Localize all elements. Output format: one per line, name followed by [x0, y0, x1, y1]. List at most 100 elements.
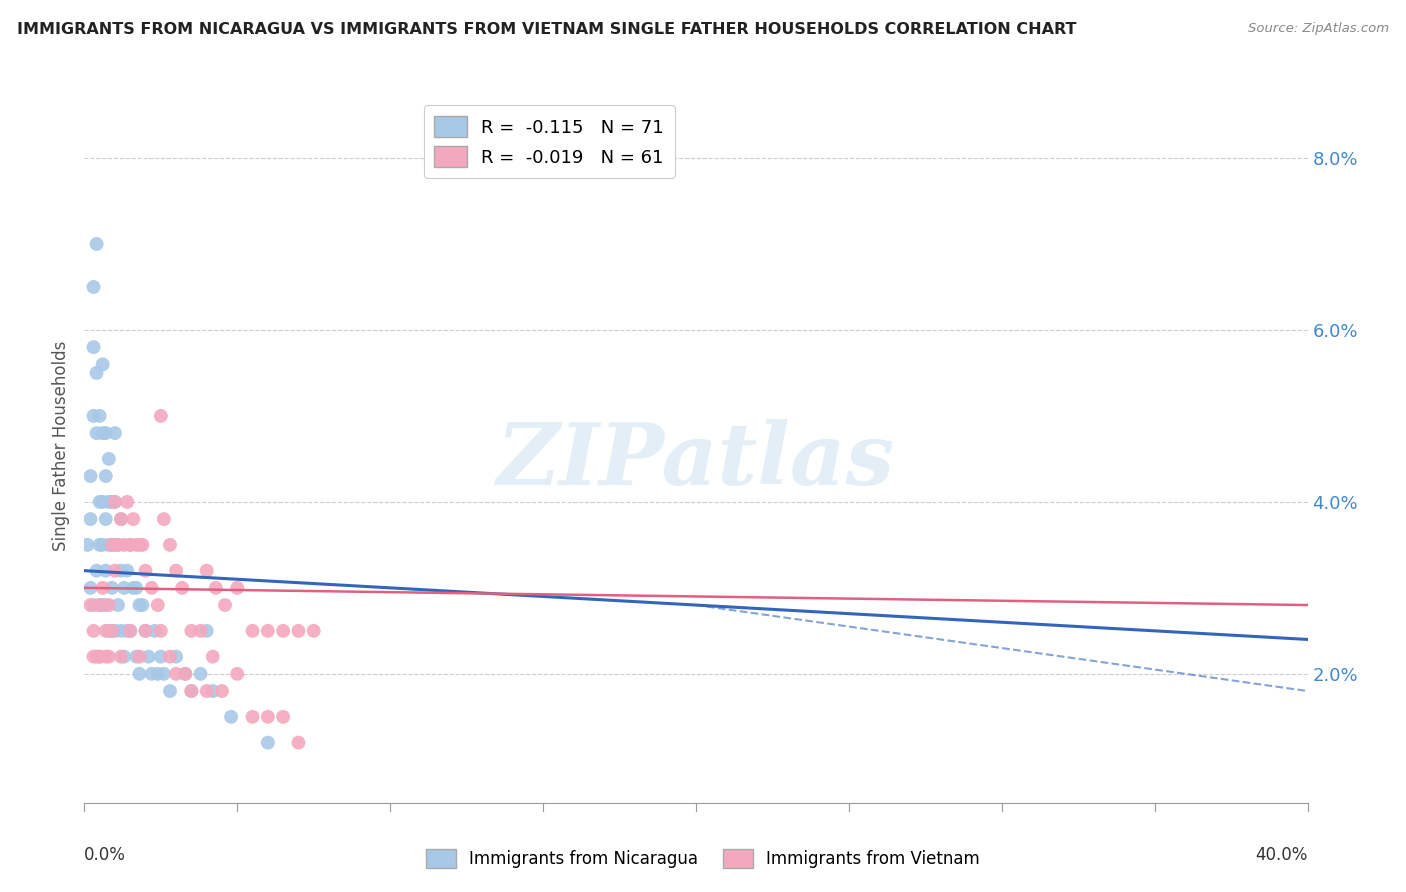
Point [83, 624, 105, 638]
Point [149, 649, 172, 664]
Point [201, 649, 224, 664]
Point [174, 666, 197, 681]
Point [91, 581, 114, 595]
Point [159, 649, 181, 664]
Point [226, 666, 249, 681]
Point [287, 624, 309, 638]
Point [86, 366, 108, 380]
Point [89, 538, 111, 552]
Y-axis label: Single Father Households: Single Father Households [52, 341, 70, 551]
Point [135, 564, 157, 578]
Point [104, 426, 127, 441]
Point [138, 649, 160, 664]
Point [143, 624, 166, 638]
Point [94, 564, 117, 578]
Point [86, 236, 108, 251]
Point [115, 624, 138, 638]
Point [195, 684, 218, 698]
Point [149, 409, 172, 423]
Point [128, 598, 150, 612]
Point [86, 426, 108, 441]
Text: 0.0%: 0.0% [84, 846, 127, 863]
Point [165, 649, 187, 664]
Point [104, 564, 127, 578]
Point [97, 649, 120, 664]
Point [83, 409, 105, 423]
Point [94, 649, 117, 664]
Point [128, 538, 150, 552]
Point [89, 495, 111, 509]
Point [101, 538, 124, 552]
Point [211, 684, 233, 698]
Text: Source: ZipAtlas.com: Source: ZipAtlas.com [1249, 22, 1389, 36]
Point [122, 512, 145, 526]
Point [135, 624, 157, 638]
Point [110, 512, 132, 526]
Point [91, 495, 114, 509]
Point [94, 624, 117, 638]
Point [89, 598, 111, 612]
Point [101, 581, 124, 595]
Point [104, 624, 127, 638]
Point [190, 666, 212, 681]
Point [107, 538, 129, 552]
Point [94, 598, 117, 612]
Point [79, 469, 101, 483]
Point [153, 512, 176, 526]
Point [146, 598, 169, 612]
Point [112, 538, 135, 552]
Point [91, 538, 114, 552]
Point [107, 538, 129, 552]
Point [125, 649, 148, 664]
Point [115, 564, 138, 578]
Point [91, 426, 114, 441]
Point [141, 581, 163, 595]
Point [104, 538, 127, 552]
Point [195, 624, 218, 638]
Point [159, 538, 181, 552]
Point [153, 666, 176, 681]
Point [83, 649, 105, 664]
Point [91, 357, 114, 371]
Point [135, 624, 157, 638]
Point [83, 340, 105, 354]
Point [97, 598, 120, 612]
Point [271, 624, 294, 638]
Point [242, 710, 264, 724]
Text: 40.0%: 40.0% [1256, 846, 1308, 863]
Point [89, 649, 111, 664]
Point [83, 598, 105, 612]
Point [101, 624, 124, 638]
Point [76, 538, 98, 552]
Point [112, 581, 135, 595]
Point [110, 512, 132, 526]
Point [79, 581, 101, 595]
Point [190, 624, 212, 638]
Point [97, 538, 120, 552]
Text: ZIPatlas: ZIPatlas [496, 418, 896, 502]
Point [91, 598, 114, 612]
Point [107, 598, 129, 612]
Point [257, 736, 280, 750]
Point [115, 495, 138, 509]
Point [110, 624, 132, 638]
Point [242, 624, 264, 638]
Point [128, 666, 150, 681]
Point [79, 598, 101, 612]
Point [201, 684, 224, 698]
Point [180, 684, 202, 698]
Point [101, 624, 124, 638]
Point [131, 538, 153, 552]
Point [125, 581, 148, 595]
Point [165, 564, 187, 578]
Point [110, 564, 132, 578]
Point [97, 624, 120, 638]
Point [104, 495, 127, 509]
Point [131, 598, 153, 612]
Point [97, 451, 120, 466]
Text: IMMIGRANTS FROM NICARAGUA VS IMMIGRANTS FROM VIETNAM SINGLE FATHER HOUSEHOLDS CO: IMMIGRANTS FROM NICARAGUA VS IMMIGRANTS … [17, 22, 1077, 37]
Point [205, 581, 228, 595]
Point [214, 598, 236, 612]
Point [89, 598, 111, 612]
Point [86, 564, 108, 578]
